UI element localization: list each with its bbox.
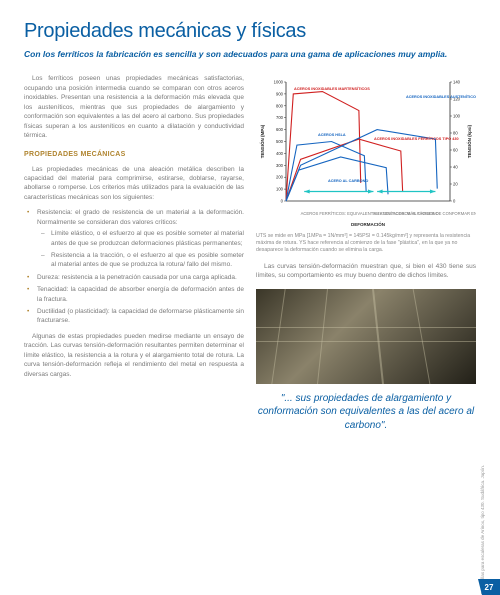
- list-item: Tenacidad: la capacidad de absorber ener…: [31, 285, 244, 304]
- svg-text:600: 600: [276, 128, 284, 133]
- svg-text:ACERO AL CARBONO: ACERO AL CARBONO: [328, 179, 368, 183]
- left-column: Los ferríticos poseen unas propiedades m…: [24, 74, 244, 432]
- svg-text:140: 140: [453, 80, 461, 85]
- chart-follow-text: Las curvas tensión-deformación muestran …: [256, 262, 476, 281]
- svg-text:900: 900: [276, 92, 284, 97]
- svg-text:400: 400: [276, 151, 284, 156]
- photo-escalator: [256, 289, 476, 384]
- photo-credit: Barandillas para escaleras de Arinox, ti…: [480, 465, 485, 594]
- list-item: Ductilidad (o plasticidad): la capacidad…: [31, 307, 244, 326]
- svg-text:TENSIÓN (MPa): TENSIÓN (MPa): [258, 125, 265, 159]
- chart-svg: 0 100 200 300 400 500 600 700 800 900 1000 0 20 40 60 8…: [256, 74, 476, 229]
- content-columns: Los ferríticos poseen unas propiedades m…: [24, 74, 476, 432]
- photo-lines-overlay: [256, 289, 476, 384]
- intro-paragraph: Los ferríticos poseen unas propiedades m…: [24, 74, 244, 140]
- svg-text:700: 700: [276, 116, 284, 121]
- svg-text:800: 800: [276, 104, 284, 109]
- pull-quote: "... sus propiedades de alargamiento y c…: [256, 392, 476, 433]
- svg-text:200: 200: [276, 175, 284, 180]
- list-item: Resistencia a la tracción, o el esfuerzo…: [45, 251, 244, 270]
- right-column: 0 100 200 300 400 500 600 700 800 900 1000 0 20 40 60 8…: [256, 74, 476, 432]
- page-subtitle: Con los ferríticos la fabricación es sen…: [24, 49, 476, 60]
- svg-text:80: 80: [453, 131, 458, 136]
- svg-text:DEFORMACIÓN: DEFORMACIÓN: [351, 220, 385, 227]
- section-heading: PROPIEDADES MECÁNICAS: [24, 150, 244, 160]
- svg-text:40: 40: [453, 165, 458, 170]
- page-title: Propiedades mecánicas y físicas: [24, 20, 476, 43]
- svg-text:ACEROS INOXIDABLES FERRÍTICOS: ACEROS INOXIDABLES FERRÍTICOS TIPO 430: [374, 136, 459, 141]
- paragraph-2: Algunas de estas propiedades pueden medi…: [24, 332, 244, 379]
- sub-list: Límite elástico, o el esfuerzo al que es…: [37, 229, 244, 270]
- svg-text:1000: 1000: [274, 80, 284, 85]
- svg-text:0: 0: [281, 199, 284, 204]
- list-item: Dureza: resistencia a la penetración cau…: [31, 273, 244, 282]
- svg-text:300: 300: [276, 163, 284, 168]
- svg-text:ACEROS INOXIDABLES MARTENSÍTIC: ACEROS INOXIDABLES MARTENSÍTICOS: [294, 86, 370, 91]
- svg-text:ACEROS INOXIDABLES AUSTENÍTICO: ACEROS INOXIDABLES AUSTENÍTICOS TIPO 304…: [406, 94, 476, 99]
- svg-text:0: 0: [453, 199, 456, 204]
- svg-text:ACEROS HSLA: ACEROS HSLA: [318, 133, 346, 137]
- svg-text:20: 20: [453, 182, 458, 187]
- list-item: Resistencia: el grado de resistencia de …: [31, 208, 244, 270]
- stress-strain-chart: 0 100 200 300 400 500 600 700 800 900 1000 0 20 40 60 8…: [256, 74, 476, 229]
- bullet-list: Resistencia: el grado de resistencia de …: [24, 208, 244, 326]
- chart-caption: UTS se mide en MPa [1MPa = 1N/mm²] = 145…: [256, 233, 476, 253]
- svg-text:100: 100: [453, 114, 461, 119]
- list-item: Límite elástico, o el esfuerzo al que es…: [45, 229, 244, 248]
- svg-text:AUSTENÍTICOS: MÁS FÁCILES DE C: AUSTENÍTICOS: MÁS FÁCILES DE CONFORMAR E…: [373, 211, 476, 216]
- svg-text:TENSIÓN (kpsi): TENSIÓN (kpsi): [465, 125, 472, 159]
- list-item-text: Resistencia: el grado de resistencia de …: [37, 209, 244, 225]
- svg-text:500: 500: [276, 139, 284, 144]
- paragraph-1: Las propiedades mecánicas de una aleació…: [24, 165, 244, 203]
- svg-text:60: 60: [453, 148, 458, 153]
- svg-text:100: 100: [276, 187, 284, 192]
